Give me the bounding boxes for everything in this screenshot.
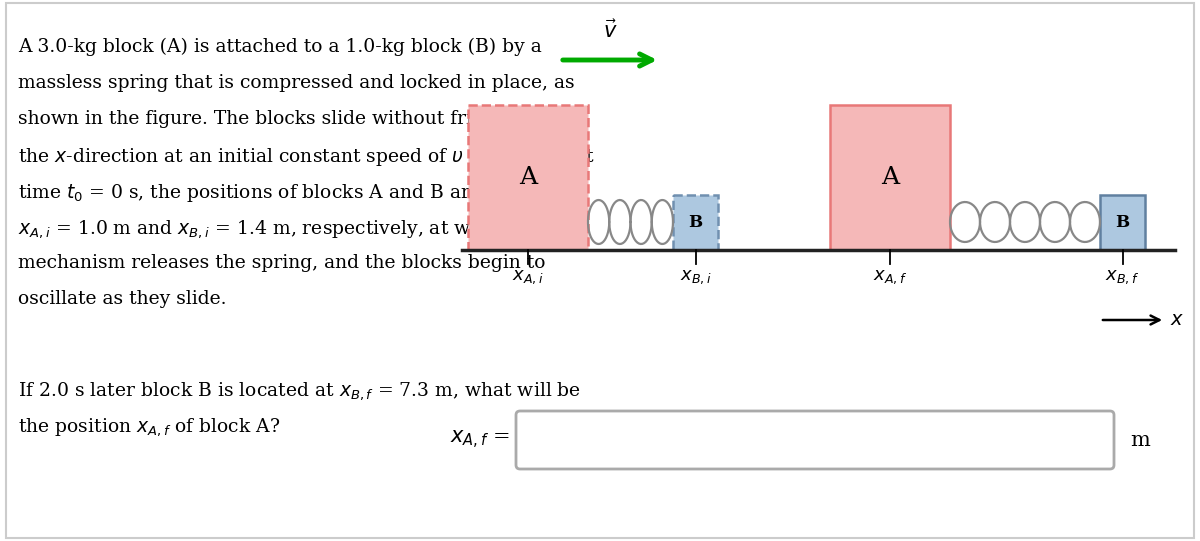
- Text: the position $x_{A,f}$ of block A?: the position $x_{A,f}$ of block A?: [18, 416, 281, 438]
- FancyBboxPatch shape: [516, 411, 1114, 469]
- Text: $x$: $x$: [1170, 311, 1184, 329]
- Text: $x_{A,i}$: $x_{A,i}$: [512, 268, 544, 286]
- Text: mechanism releases the spring, and the blocks begin to: mechanism releases the spring, and the b…: [18, 254, 546, 272]
- Bar: [468, 105, 588, 250]
- Text: B: B: [689, 214, 702, 231]
- Text: A: A: [881, 166, 899, 189]
- Text: $x_{A,f}$ =: $x_{A,f}$ =: [450, 429, 510, 451]
- Bar: [673, 195, 718, 250]
- Text: shown in the figure. The blocks slide without friction along: shown in the figure. The blocks slide wi…: [18, 110, 577, 128]
- Text: the $x$-direction at an initial constant speed of $\upsilon$ = 2.0 m/s. At: the $x$-direction at an initial constant…: [18, 146, 595, 168]
- Text: $x_{B,i}$: $x_{B,i}$: [679, 268, 712, 286]
- Text: oscillate as they slide.: oscillate as they slide.: [18, 290, 227, 308]
- Text: A: A: [518, 166, 538, 189]
- Text: time $t_0$ = 0 s, the positions of blocks A and B are: time $t_0$ = 0 s, the positions of block…: [18, 182, 481, 204]
- Text: If 2.0 s later block B is located at $x_{B,f}$ = 7.3 m, what will be: If 2.0 s later block B is located at $x_…: [18, 380, 581, 402]
- Text: $x_{B,f}$: $x_{B,f}$: [1105, 268, 1140, 286]
- Text: $\vec{v}$: $\vec{v}$: [602, 19, 617, 42]
- Text: B: B: [1116, 214, 1129, 231]
- Text: $x_{A,i}$ = 1.0 m and $x_{B,i}$ = 1.4 m, respectively, at which point a: $x_{A,i}$ = 1.0 m and $x_{B,i}$ = 1.4 m,…: [18, 218, 583, 240]
- Text: m: m: [1130, 431, 1150, 450]
- Text: massless spring that is compressed and locked in place, as: massless spring that is compressed and l…: [18, 74, 575, 92]
- Bar: [1100, 195, 1145, 250]
- Bar: [830, 105, 950, 250]
- Text: $x_{A,f}$: $x_{A,f}$: [872, 268, 907, 286]
- Text: A 3.0-kg block (A) is attached to a 1.0-kg block (B) by a: A 3.0-kg block (A) is attached to a 1.0-…: [18, 38, 541, 56]
